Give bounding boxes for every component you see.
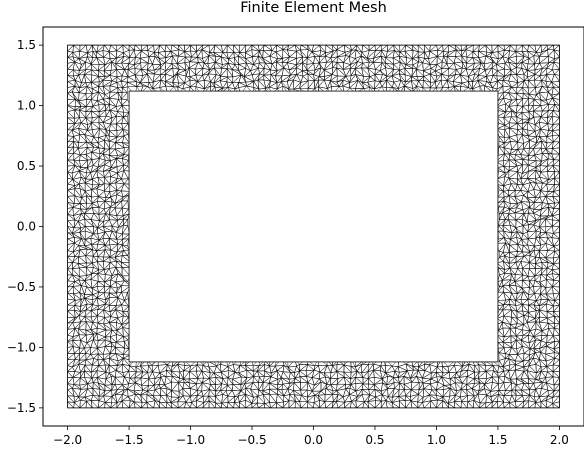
chart-title: Finite Element Mesh xyxy=(240,0,387,16)
x-tick-label: −1.5 xyxy=(114,433,143,447)
mesh-triangles xyxy=(67,44,560,409)
y-tick-label: 0.0 xyxy=(17,220,36,234)
x-tick-label: 2.0 xyxy=(550,433,569,447)
x-tick-label: 0.5 xyxy=(365,433,384,447)
mesh xyxy=(67,44,560,409)
x-tick-label: −1.0 xyxy=(176,433,205,447)
y-tick-label: −0.5 xyxy=(7,280,36,294)
x-tick-label: 1.5 xyxy=(488,433,507,447)
y-tick-label: 1.0 xyxy=(17,99,36,113)
x-tick-label: −2.0 xyxy=(53,433,82,447)
y-axis: −1.5 −1.0 −0.5 0.0 0.5 1.0 1.5 xyxy=(7,38,43,415)
mesh-boundaries xyxy=(67,44,560,409)
x-tick-label: 0.0 xyxy=(304,433,323,447)
x-axis: −2.0 −1.5 −1.0 −0.5 0.0 0.5 1.0 1.5 2.0 xyxy=(53,426,569,447)
y-tick-label: −1.5 xyxy=(7,401,36,415)
inner-hole xyxy=(128,90,499,363)
x-tick-label: −0.5 xyxy=(237,433,266,447)
y-tick-label: 0.5 xyxy=(17,159,36,173)
x-tick-label: 1.0 xyxy=(427,433,446,447)
outer-boundary xyxy=(67,44,560,409)
y-tick-label: −1.0 xyxy=(7,340,36,354)
y-tick-label: 1.5 xyxy=(17,38,36,52)
